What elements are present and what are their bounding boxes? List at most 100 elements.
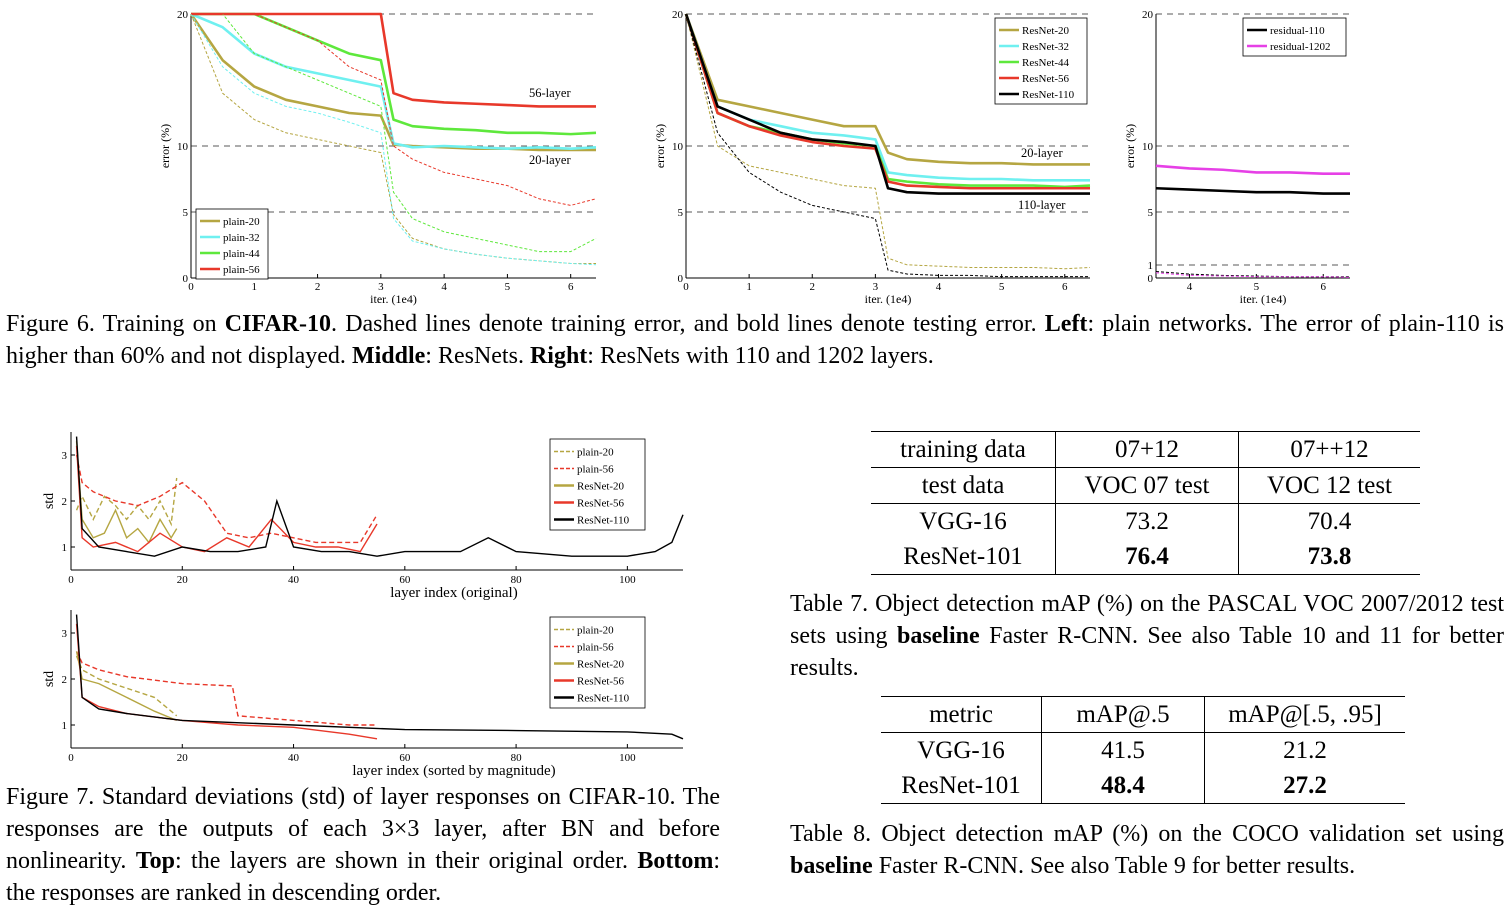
table-cell: metric xyxy=(881,696,1042,733)
x-tick-label: 80 xyxy=(511,752,523,764)
x-tick-label: 20 xyxy=(177,574,189,586)
table-row: test data VOC 07 test VOC 12 test xyxy=(871,467,1420,504)
x-tick-label: 2 xyxy=(315,281,321,293)
x-axis-label: iter. (1e4) xyxy=(370,292,417,306)
y-tick-label: 20 xyxy=(672,9,684,21)
table7-caption: Table 7. Object detection mAP (%) on the… xyxy=(790,588,1504,684)
table-cell: 41.5 xyxy=(1041,732,1205,768)
series-line-resnet-56 xyxy=(684,13,1090,190)
x-axis-label: layer index (original) xyxy=(390,585,517,601)
table-cell: 70.4 xyxy=(1238,503,1420,539)
x-tick-label: 3 xyxy=(873,281,879,293)
fig6-right-legend xyxy=(1242,17,1347,57)
series-line-resnet-32 xyxy=(684,13,1090,182)
annotation-110-layer: 110-layer xyxy=(1018,198,1066,212)
x-tick-label: 6 xyxy=(1062,281,1068,293)
table-row: VGG-16 41.5 21.2 xyxy=(881,732,1405,768)
table-cell: 27.2 xyxy=(1204,768,1405,804)
y-tick-label: 1 xyxy=(62,720,68,732)
legend-label: ResNet-56 xyxy=(577,498,625,510)
table-cell: 21.2 xyxy=(1204,732,1405,768)
y-axis-label: error (%) xyxy=(1123,124,1137,168)
caption-segment: baseline xyxy=(896,623,980,649)
table-cell: test data xyxy=(871,467,1056,504)
y-tick-label: 0 xyxy=(678,273,684,285)
legend-label: ResNet-32 xyxy=(1022,41,1069,53)
table-cell: 48.4 xyxy=(1041,768,1205,804)
table-cell: VOC 07 test xyxy=(1055,467,1239,504)
caption-segment: . Dashed lines denote training error, an… xyxy=(331,311,1045,337)
fig7-legend xyxy=(549,438,646,531)
y-axis-label: std xyxy=(42,671,57,687)
legend-label: ResNet-20 xyxy=(1022,25,1070,37)
table-cell: ResNet-101 xyxy=(871,539,1056,575)
legend-label: residual-1202 xyxy=(1270,41,1330,53)
legend-label: plain-20 xyxy=(223,216,260,228)
legend-label: ResNet-110 xyxy=(577,693,630,705)
x-axis-label: layer index (sorted by magnitude) xyxy=(352,763,555,779)
y-tick-label: 10 xyxy=(177,141,189,153)
fig6-caption: Figure 6. Training on CIFAR-10. Dashed l… xyxy=(6,308,1504,372)
x-tick-label: 40 xyxy=(288,752,300,764)
x-tick-label: 60 xyxy=(399,752,411,764)
legend-label: ResNet-20 xyxy=(577,481,625,493)
caption-segment: Figure 7. Standard deviations (std) of l… xyxy=(6,784,720,874)
series-line-plain-56 xyxy=(191,12,596,108)
caption-segment: : ResNets. xyxy=(425,343,530,369)
series-line-plain-56 xyxy=(75,651,377,726)
legend-label: plain-56 xyxy=(223,264,260,276)
legend-label: ResNet-110 xyxy=(577,515,630,527)
x-tick-label: 20 xyxy=(177,752,189,764)
legend-label: plain-32 xyxy=(223,232,260,244)
caption-segment: Top xyxy=(135,848,175,874)
y-tick-label: 5 xyxy=(1148,207,1154,219)
caption-segment: CIFAR-10 xyxy=(224,311,331,337)
legend-label: plain-44 xyxy=(223,248,260,260)
series-line-plain-20 xyxy=(75,655,178,717)
table7: training data 07+12 07++12 test data VOC 07 … xyxy=(871,431,1420,575)
y-axis-label: error (%) xyxy=(158,124,172,168)
table-row: VGG-16 73.2 70.4 xyxy=(871,503,1420,539)
legend-label: plain-20 xyxy=(577,447,614,459)
x-tick-label: 1 xyxy=(252,281,258,293)
series-line-resnet-20 xyxy=(75,441,178,544)
x-tick-label: 0 xyxy=(68,574,74,586)
x-tick-label: 6 xyxy=(568,281,574,293)
series-line-resnet-110 xyxy=(685,13,1090,278)
x-tick-label: 5 xyxy=(999,281,1005,293)
fig7-legend xyxy=(549,616,646,709)
series-line-resnet-110 xyxy=(75,436,684,557)
caption-segment: : plain networks. The error of plain-110… xyxy=(6,311,1504,369)
fig6-left-legend xyxy=(195,208,269,280)
x-tick-label: 0 xyxy=(188,281,194,293)
series-line-plain-20 xyxy=(189,13,596,152)
y-tick-label: 10 xyxy=(1142,141,1154,153)
series-line-plain-44 xyxy=(191,13,597,253)
table-cell: training data xyxy=(871,431,1056,468)
series-line-resnet-110 xyxy=(684,13,1090,195)
series-line-plain-20 xyxy=(190,13,596,264)
series-line-plain-56 xyxy=(75,454,378,544)
table-row: ResNet-101 76.4 73.8 xyxy=(871,539,1420,575)
caption-segment: baseline xyxy=(790,853,873,879)
table-cell: 07+12 xyxy=(1055,431,1239,468)
x-tick-label: 60 xyxy=(399,574,411,586)
series-line-resnet-44 xyxy=(684,13,1091,189)
y-tick-label: 2 xyxy=(62,674,68,686)
series-line-resnet-20 xyxy=(75,651,177,722)
table8-caption: Table 8. Object detection mAP (%) on the… xyxy=(790,818,1504,882)
legend-label: ResNet-44 xyxy=(1022,57,1070,69)
caption-segment: Middle xyxy=(351,343,426,369)
y-tick-label: 1 xyxy=(1148,260,1154,272)
table-cell: 73.2 xyxy=(1055,503,1239,539)
x-tick-label: 1 xyxy=(746,281,752,293)
x-tick-label: 2 xyxy=(810,281,816,293)
table-cell: ResNet-101 xyxy=(881,768,1042,804)
y-tick-label: 5 xyxy=(678,207,684,219)
series-line-plain-44 xyxy=(191,12,597,136)
legend-label: ResNet-110 xyxy=(1022,89,1075,101)
caption-segment: Faster R-CNN. See also Table 9 for bette… xyxy=(872,853,1356,879)
table-row: metric mAP@.5 mAP@[.5, .95] xyxy=(881,696,1405,733)
series-line-resnet-20 xyxy=(684,13,1090,166)
series-line-plain-56 xyxy=(191,13,597,206)
